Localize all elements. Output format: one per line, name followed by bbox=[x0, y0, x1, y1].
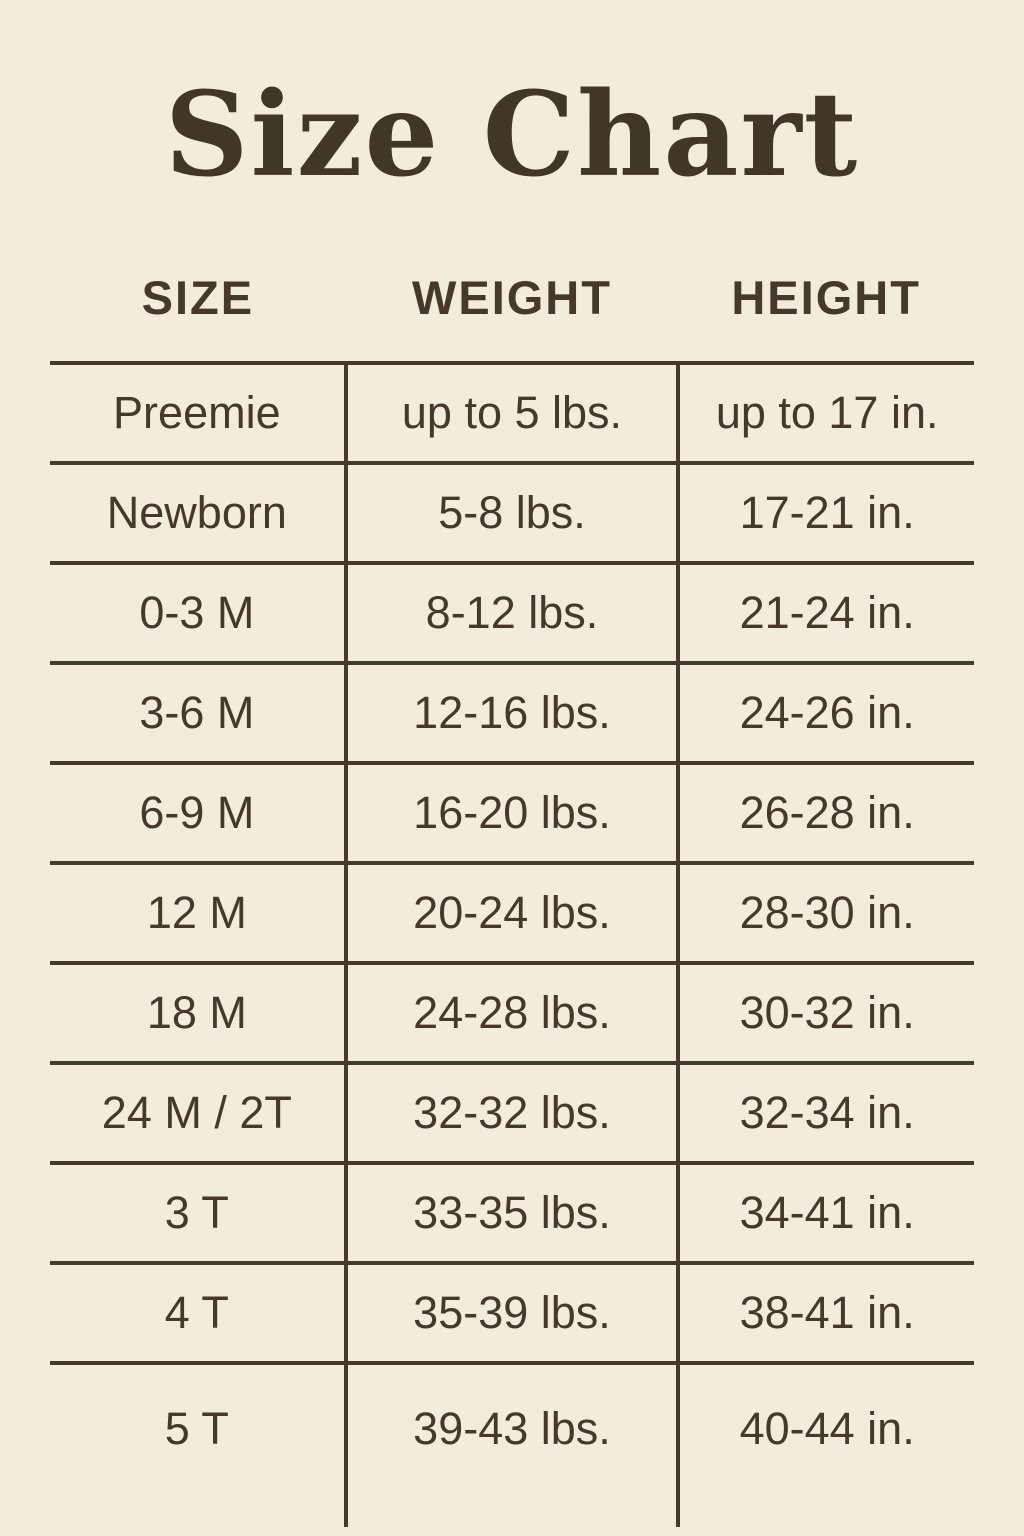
height-cell: 17-21 in. bbox=[676, 460, 974, 563]
height-cell: 34-41 in. bbox=[676, 1160, 974, 1263]
size-cell: Newborn bbox=[50, 460, 346, 563]
size-cell: 0-3 M bbox=[50, 560, 346, 663]
size-cell: 4 T bbox=[50, 1260, 346, 1363]
table-header: SIZE WEIGHT HEIGHT bbox=[50, 270, 974, 363]
height-cell: 40-44 in. bbox=[676, 1360, 974, 1527]
weight-cell: 12-16 lbs. bbox=[343, 660, 679, 763]
column-header-size: SIZE bbox=[141, 270, 255, 324]
weight-cell: 8-12 lbs. bbox=[343, 560, 679, 663]
table-body: Preemie up to 5 lbs. up to 17 in. Newbor… bbox=[50, 360, 974, 1527]
weight-cell: 16-20 lbs. bbox=[343, 760, 679, 863]
size-cell: 3-6 M bbox=[50, 660, 346, 763]
weight-cell: 35-39 lbs. bbox=[343, 1260, 679, 1363]
table-row: 18 M 24-28 lbs. 30-32 in. bbox=[50, 960, 974, 1063]
weight-cell: 5-8 lbs. bbox=[343, 460, 679, 563]
weight-cell: 39-43 lbs. bbox=[343, 1360, 679, 1527]
size-cell: Preemie bbox=[50, 360, 346, 463]
height-cell: 32-34 in. bbox=[676, 1060, 974, 1163]
height-cell: 26-28 in. bbox=[676, 760, 974, 863]
height-cell: 30-32 in. bbox=[676, 960, 974, 1063]
column-header-weight: WEIGHT bbox=[411, 270, 612, 324]
size-cell: 12 M bbox=[50, 860, 346, 963]
size-cell: 6-9 M bbox=[50, 760, 346, 863]
table-row: 3 T 33-35 lbs. 34-41 in. bbox=[50, 1160, 974, 1263]
table-row: 12 M 20-24 lbs. 28-30 in. bbox=[50, 860, 974, 963]
height-cell: 21-24 in. bbox=[676, 560, 974, 663]
height-cell: 28-30 in. bbox=[676, 860, 974, 963]
table-row: 3-6 M 12-16 lbs. 24-26 in. bbox=[50, 660, 974, 763]
table-row: Preemie up to 5 lbs. up to 17 in. bbox=[50, 360, 974, 463]
weight-cell: 24-28 lbs. bbox=[343, 960, 679, 1063]
table-row: 4 T 35-39 lbs. 38-41 in. bbox=[50, 1260, 974, 1363]
table-row: 5 T 39-43 lbs. 40-44 in. bbox=[50, 1360, 974, 1527]
table-row: Newborn 5-8 lbs. 17-21 in. bbox=[50, 460, 974, 563]
table-row: 6-9 M 16-20 lbs. 26-28 in. bbox=[50, 760, 974, 863]
column-header-height: HEIGHT bbox=[731, 270, 921, 324]
height-cell: up to 17 in. bbox=[676, 360, 974, 463]
weight-cell: 20-24 lbs. bbox=[343, 860, 679, 963]
page-title: Size Chart bbox=[164, 67, 860, 203]
weight-cell: 33-35 lbs. bbox=[343, 1160, 679, 1263]
size-cell: 24 M / 2T bbox=[50, 1060, 346, 1163]
size-chart-table: SIZE WEIGHT HEIGHT Preemie up to 5 lbs. … bbox=[50, 270, 974, 1527]
size-cell: 3 T bbox=[50, 1160, 346, 1263]
height-cell: 24-26 in. bbox=[676, 660, 974, 763]
header-row: SIZE WEIGHT HEIGHT bbox=[50, 270, 974, 363]
weight-cell: up to 5 lbs. bbox=[343, 360, 679, 463]
size-cell: 18 M bbox=[50, 960, 346, 1063]
weight-cell: 32-32 lbs. bbox=[343, 1060, 679, 1163]
table-row: 0-3 M 8-12 lbs. 21-24 in. bbox=[50, 560, 974, 663]
table-row: 24 M / 2T 32-32 lbs. 32-34 in. bbox=[50, 1060, 974, 1163]
height-cell: 38-41 in. bbox=[676, 1260, 974, 1363]
size-cell: 5 T bbox=[50, 1360, 346, 1527]
